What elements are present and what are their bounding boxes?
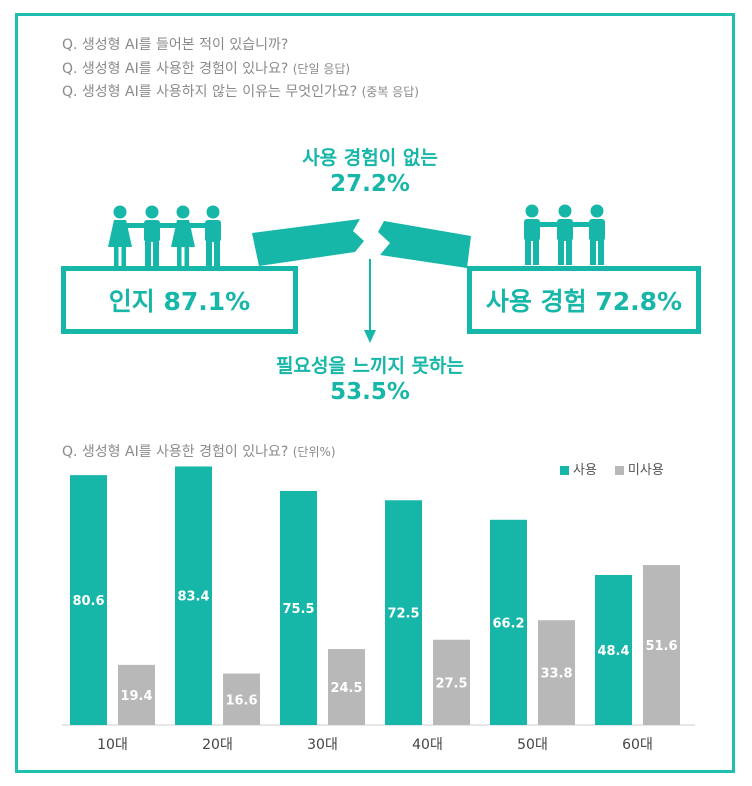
question-3: Q. 생성형 AI를 사용하지 않는 이유는 무엇인가요? (중복 응답) (62, 84, 419, 100)
question-2: Q. 생성형 AI를 사용한 경험이 있나요? (단일 응답) (62, 61, 351, 77)
bar-unused-20대 (223, 673, 260, 725)
bar-unused-10대 (118, 664, 155, 725)
x-tick-label: 60대 (622, 737, 653, 753)
person-icon-group-right (524, 204, 605, 265)
no-experience-value: 27.2% (330, 171, 410, 197)
x-tick-label: 20대 (202, 737, 233, 753)
bar-used-40대 (385, 500, 422, 725)
awareness-box: 인지 87.1% (61, 266, 298, 334)
data-label: 33.8 (540, 667, 572, 682)
broken-bridge-left-icon (252, 219, 364, 266)
legend-item-unused: 미사용 (614, 459, 664, 478)
chart-title: Q. 생성형 AI를 사용한 경험이 있나요? (단위%) (62, 444, 336, 460)
broken-bridge-right-icon (378, 221, 471, 268)
data-label: 24.5 (330, 681, 362, 696)
bar-used-60대 (595, 574, 632, 725)
bar-used-10대 (70, 475, 107, 725)
data-label: 66.2 (492, 616, 524, 631)
bar-unused-50대 (538, 620, 575, 725)
bar-used-50대 (490, 519, 527, 725)
data-label: 27.5 (435, 676, 467, 691)
x-tick-label: 10대 (97, 737, 128, 753)
data-label: 80.6 (72, 594, 104, 609)
data-label: 75.5 (282, 602, 314, 617)
data-label: 72.5 (387, 607, 419, 622)
data-label: 48.4 (597, 644, 629, 659)
bar-used-30대 (280, 490, 317, 725)
bar-unused-60대 (643, 565, 680, 725)
usage-box: 사용 경험 72.8% (467, 266, 701, 334)
data-label: 19.4 (120, 689, 152, 704)
x-tick-label: 50대 (517, 737, 548, 753)
no-experience-label: 사용 경험이 없는 (302, 147, 438, 169)
frame-border (15, 13, 735, 773)
x-tick-label: 40대 (412, 737, 443, 753)
data-label: 83.4 (177, 590, 209, 605)
legend-item-used: 사용 (560, 459, 597, 478)
no-need-value: 53.5% (330, 379, 410, 405)
data-label: 51.6 (645, 639, 677, 654)
bar-used-20대 (175, 466, 212, 725)
question-1: Q. 생성형 AI를 들어본 적이 있습니까? (62, 37, 289, 53)
no-need-label: 필요성을 느끼지 못하는 (275, 355, 465, 377)
person-icon-group-left (108, 205, 221, 266)
bar-unused-40대 (433, 639, 470, 725)
data-label: 16.6 (225, 693, 257, 708)
bar-unused-30대 (328, 649, 365, 725)
x-tick-label: 30대 (307, 737, 338, 753)
chart-legend: 사용 미사용 (560, 459, 664, 478)
